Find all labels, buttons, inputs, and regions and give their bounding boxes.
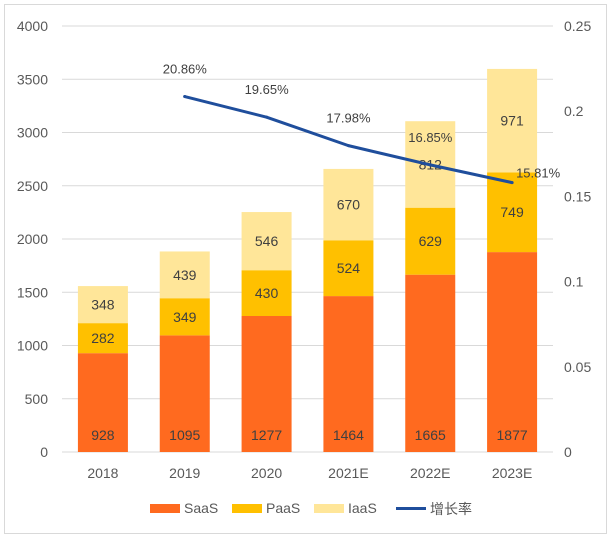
y-right-tick-label: 0.05	[564, 359, 591, 375]
legend-label-iaas: IaaS	[348, 500, 377, 516]
bar-saas	[77, 353, 128, 452]
y-left-tick-label: 500	[25, 391, 49, 407]
legend-swatch-iaas	[314, 504, 344, 513]
y-right-tick-label: 0.15	[564, 188, 591, 204]
bar-data-label-saas: 1877	[497, 427, 528, 443]
y-right-tick-label: 0.2	[564, 103, 584, 119]
bar-data-label-paas: 629	[419, 233, 443, 249]
growth-data-label: 16.85%	[408, 130, 453, 145]
x-tick-label: 2018	[87, 465, 118, 481]
y-right-tick-label: 0.25	[564, 18, 591, 34]
x-tick-label: 2019	[169, 465, 200, 481]
growth-point	[510, 181, 514, 185]
bar-saas	[241, 315, 292, 452]
x-tick-label: 2023E	[492, 465, 532, 481]
bar-paas	[159, 298, 210, 336]
x-tick-label: 2022E	[410, 465, 450, 481]
growth-data-label: 20.86%	[163, 62, 208, 77]
bar-saas	[323, 296, 374, 452]
bar-data-label-iaas: 439	[173, 267, 197, 283]
bar-data-label-paas: 349	[173, 309, 197, 325]
legend-label-paas: PaaS	[266, 500, 300, 516]
bar-data-label-iaas: 348	[91, 297, 115, 313]
growth-point	[346, 144, 350, 148]
y-right-tick-label: 0	[564, 444, 572, 460]
bar-data-label-saas: 1277	[251, 427, 282, 443]
bar-iaas	[77, 286, 128, 324]
bar-saas	[159, 335, 210, 452]
bar-paas	[323, 240, 374, 297]
bar-data-label-iaas: 971	[500, 113, 524, 129]
growth-point	[183, 95, 187, 99]
bar-paas	[405, 207, 456, 275]
y-left-tick-label: 3000	[17, 125, 48, 141]
y-left-tick-label: 2500	[17, 178, 48, 194]
growth-data-label: 19.65%	[245, 82, 290, 97]
y-right-tick-label: 0.1	[564, 274, 584, 290]
bar-data-label-paas: 749	[500, 204, 524, 220]
growth-point	[265, 115, 269, 119]
bar-data-label-saas: 1464	[333, 427, 364, 443]
bar-data-label-iaas: 546	[255, 233, 279, 249]
x-tick-label: 2020	[251, 465, 282, 481]
y-left-tick-label: 1500	[17, 284, 48, 300]
bar-data-label-paas: 524	[337, 260, 361, 276]
bar-saas	[487, 252, 538, 452]
growth-point	[428, 163, 432, 167]
growth-data-label: 17.98%	[326, 111, 371, 126]
x-tick-label: 2021E	[328, 465, 368, 481]
bar-data-label-paas: 282	[91, 330, 115, 346]
y-left-tick-label: 0	[40, 444, 48, 460]
bar-data-label-saas: 1095	[169, 427, 200, 443]
y-left-tick-label: 2000	[17, 231, 48, 247]
bar-saas	[405, 274, 456, 452]
bar-paas	[241, 270, 292, 316]
legend-label-growth: 增长率	[430, 501, 472, 517]
bar-paas	[77, 323, 128, 354]
bar-iaas	[323, 168, 374, 241]
y-left-tick-label: 3500	[17, 71, 48, 87]
bar-iaas	[241, 212, 292, 271]
bar-iaas	[487, 68, 538, 173]
bar-data-label-saas: 1665	[415, 427, 446, 443]
bar-data-label-saas: 928	[91, 427, 115, 443]
legend-swatch-paas	[232, 504, 262, 513]
y-left-tick-label: 4000	[17, 18, 48, 34]
bar-paas	[487, 172, 538, 253]
bar-iaas	[159, 251, 210, 299]
y-left-tick-label: 1000	[17, 338, 48, 354]
growth-data-label: 15.81%	[516, 166, 561, 181]
legend-label-saas: SaaS	[184, 500, 218, 516]
bar-data-label-paas: 430	[255, 285, 279, 301]
bar-data-label-iaas: 670	[337, 197, 361, 213]
legend-swatch-saas	[150, 504, 180, 513]
